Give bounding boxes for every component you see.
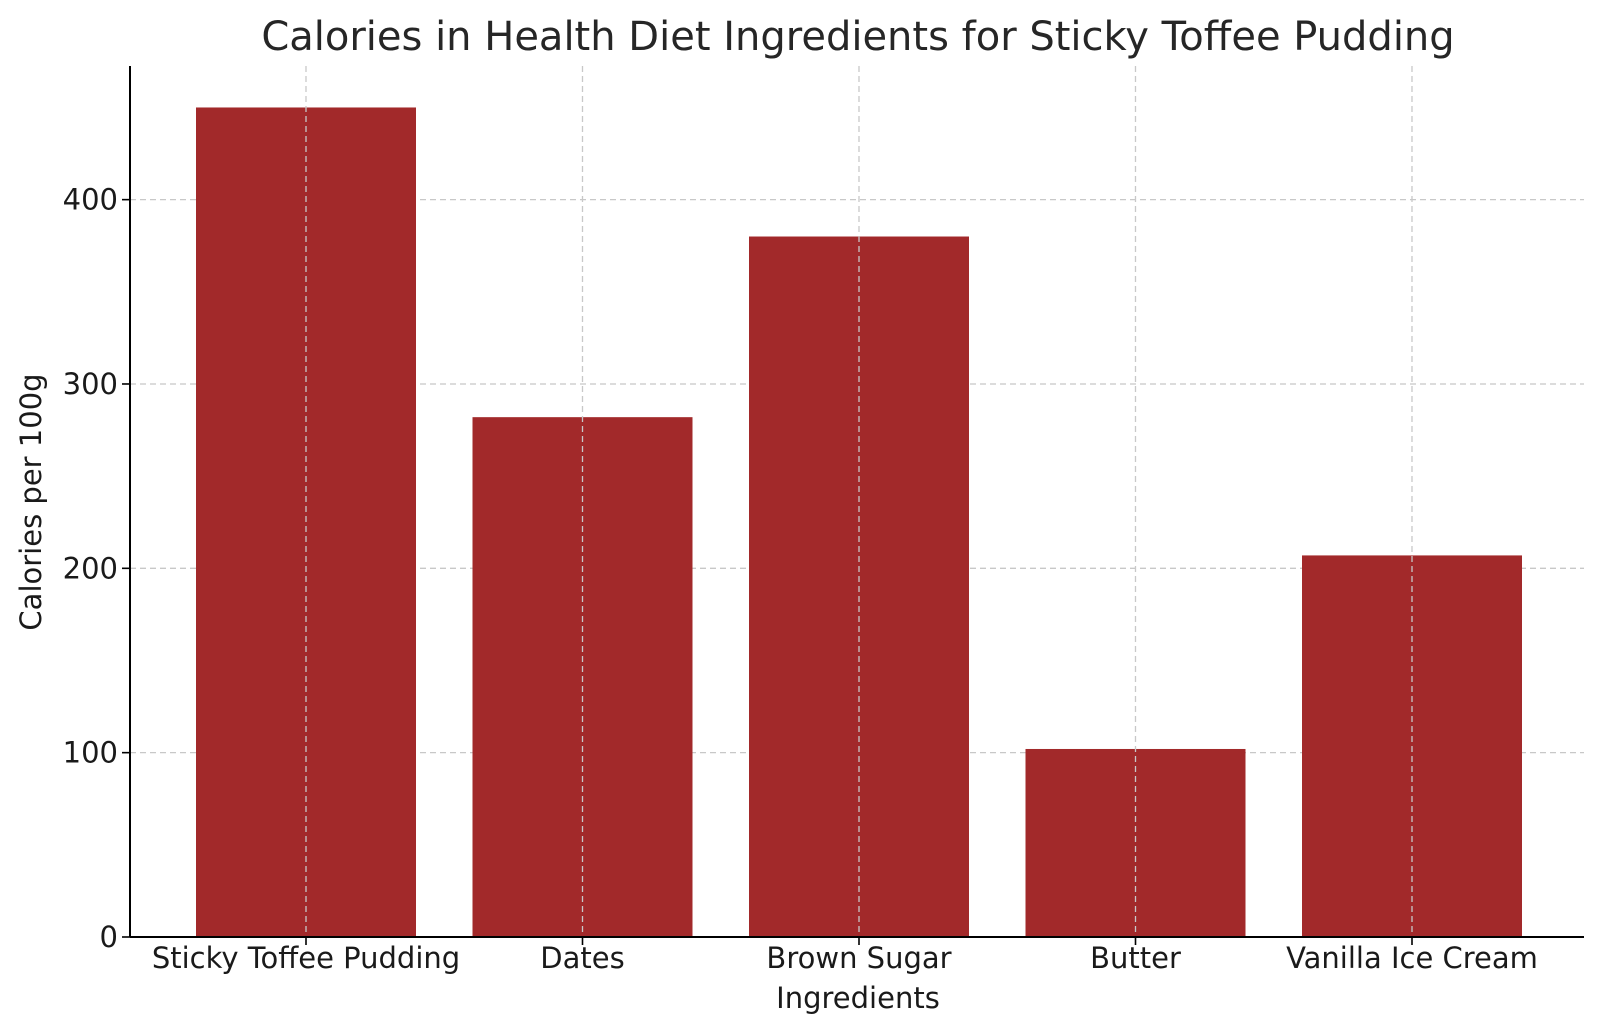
x-tick-label: Sticky Toffee Pudding	[152, 941, 460, 975]
x-tick-label: Vanilla Ice Cream	[1286, 941, 1538, 975]
y-tick-label: 0	[100, 920, 118, 954]
y-tick-label: 300	[63, 367, 118, 401]
chart-title: Calories in Health Diet Ingredients for …	[261, 14, 1454, 60]
y-tick-label: 400	[63, 183, 118, 217]
y-tick-label: 200	[63, 551, 118, 585]
x-tick-labels: Sticky Toffee Pudding Dates Brown Sugar But…	[152, 937, 1538, 975]
y-axis-label: Calories per 100g	[14, 373, 48, 630]
x-axis-label: Ingredients	[776, 981, 940, 1015]
y-tick-labels: 0 100 200 300 400	[63, 183, 130, 954]
x-tick-label: Butter	[1090, 941, 1181, 975]
y-tick-label: 100	[63, 736, 118, 770]
x-tick-label: Dates	[540, 941, 624, 975]
x-tick-label: Brown Sugar	[766, 941, 951, 975]
vertical-grid	[305, 66, 1413, 937]
axes	[129, 66, 1584, 938]
